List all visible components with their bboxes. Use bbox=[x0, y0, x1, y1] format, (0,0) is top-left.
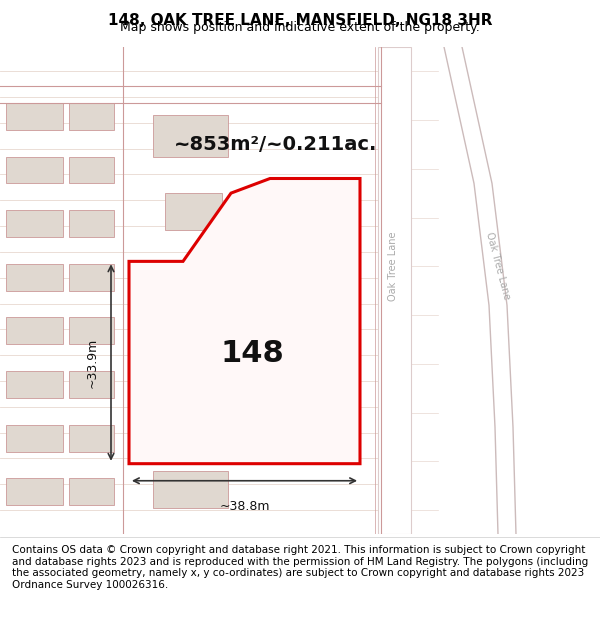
Text: Oak Tree Lane: Oak Tree Lane bbox=[484, 231, 512, 301]
Bar bbox=[69, 210, 114, 237]
Bar bbox=[69, 264, 114, 291]
Text: 148: 148 bbox=[220, 339, 284, 369]
Bar bbox=[6, 264, 63, 291]
Bar bbox=[69, 425, 114, 451]
Polygon shape bbox=[129, 179, 360, 464]
Text: Oak Tree Lane: Oak Tree Lane bbox=[388, 231, 398, 301]
Bar bbox=[69, 478, 114, 505]
Bar bbox=[6, 156, 63, 183]
Bar bbox=[6, 318, 63, 344]
Bar bbox=[165, 193, 222, 229]
Text: Contains OS data © Crown copyright and database right 2021. This information is : Contains OS data © Crown copyright and d… bbox=[12, 545, 588, 590]
Bar bbox=[153, 115, 228, 156]
Text: Map shows position and indicative extent of the property.: Map shows position and indicative extent… bbox=[120, 21, 480, 34]
Bar bbox=[6, 425, 63, 451]
Text: ~33.9m: ~33.9m bbox=[86, 338, 99, 388]
Bar bbox=[69, 318, 114, 344]
Bar bbox=[69, 103, 114, 130]
Bar bbox=[378, 47, 411, 534]
Bar bbox=[69, 371, 114, 398]
Bar bbox=[6, 103, 63, 130]
Text: ~853m²/~0.211ac.: ~853m²/~0.211ac. bbox=[174, 135, 377, 154]
Bar bbox=[165, 266, 222, 302]
Bar bbox=[153, 471, 228, 508]
Bar bbox=[6, 371, 63, 398]
Text: ~38.8m: ~38.8m bbox=[219, 500, 270, 513]
Bar bbox=[6, 478, 63, 505]
Bar bbox=[6, 210, 63, 237]
Text: 148, OAK TREE LANE, MANSFIELD, NG18 3HR: 148, OAK TREE LANE, MANSFIELD, NG18 3HR bbox=[108, 13, 492, 28]
Bar bbox=[69, 156, 114, 183]
